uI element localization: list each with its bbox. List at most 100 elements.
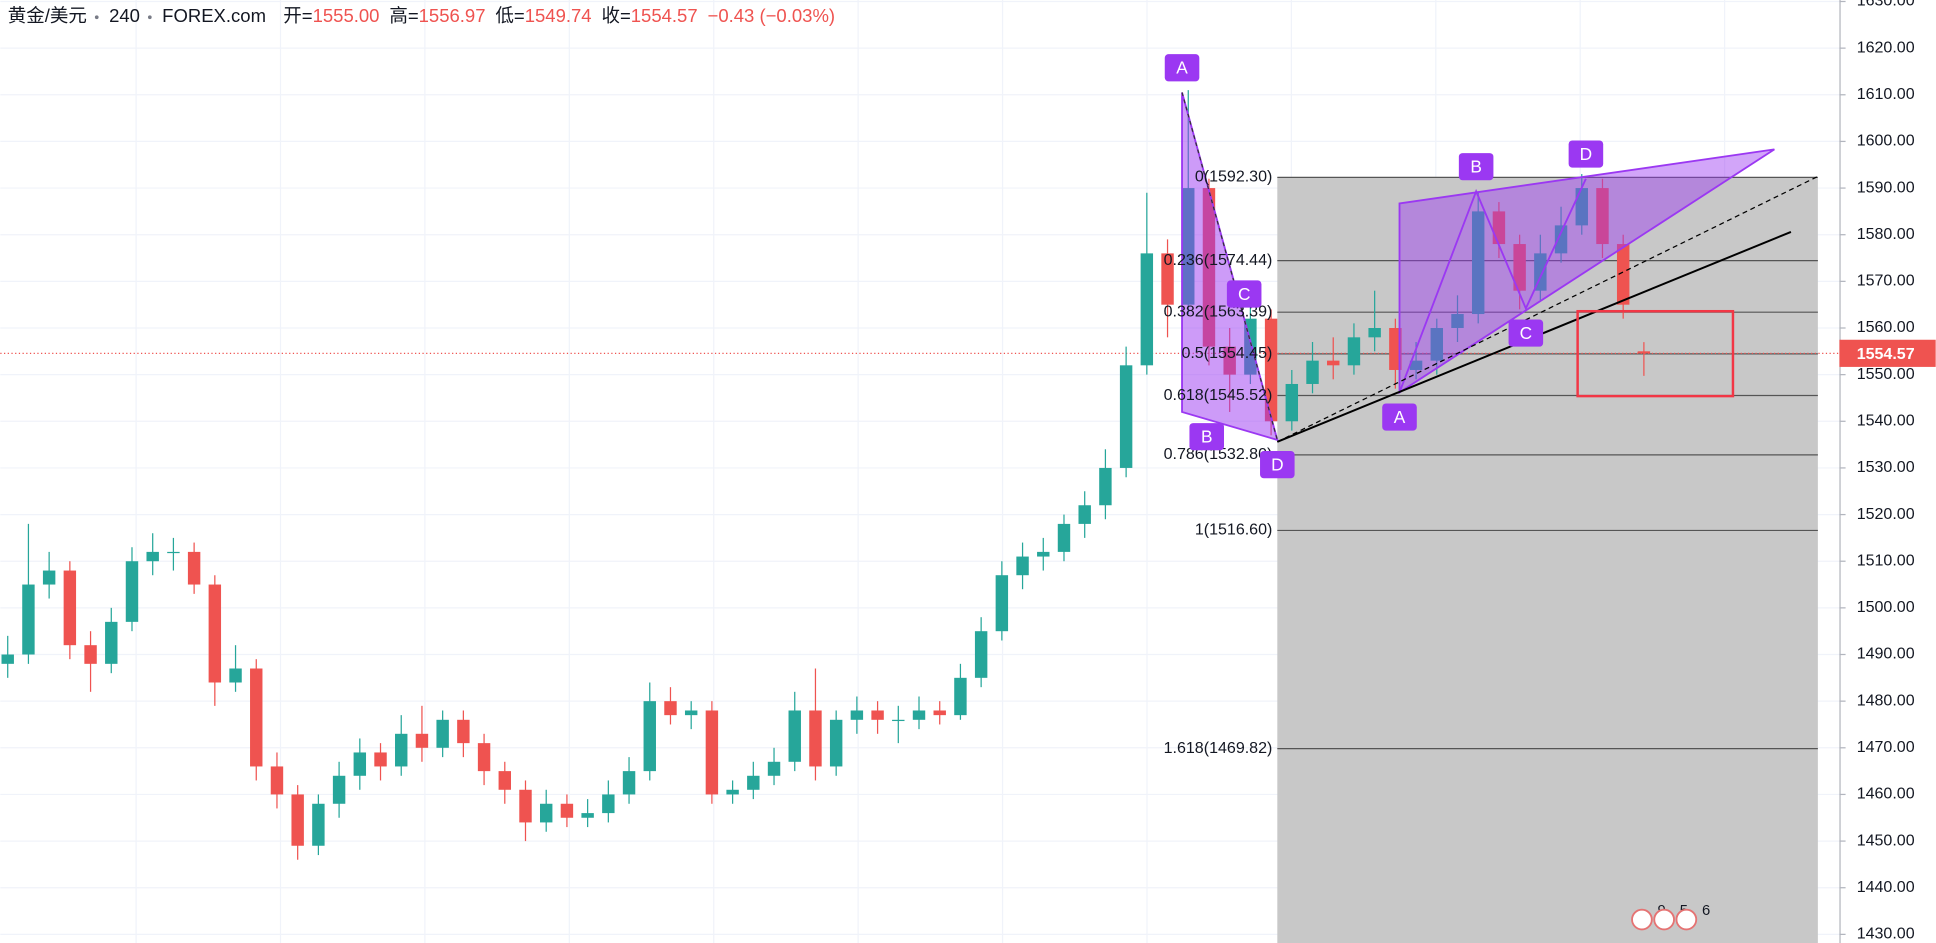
pattern-label: C	[1238, 284, 1250, 304]
candle-body	[1451, 314, 1464, 328]
candle-body	[519, 789, 532, 823]
candle-body	[1554, 225, 1568, 254]
y-tick-label: 1630.00	[1857, 0, 1915, 10]
candle-body	[1430, 328, 1444, 361]
trend-dashed	[1277, 175, 1819, 443]
candle-body	[1368, 328, 1381, 338]
candle-body	[167, 551, 180, 554]
pattern-label: D	[1580, 144, 1592, 164]
y-tick-label: 1440.00	[1857, 878, 1915, 896]
header-text: −0.43 (−0.03%)	[708, 5, 836, 26]
y-tick-label: 1610.00	[1857, 85, 1915, 103]
candle-body	[892, 719, 905, 722]
candle-body	[1471, 211, 1485, 315]
candle-body	[664, 701, 677, 716]
candle-body	[1057, 523, 1071, 552]
y-tick-label: 1540.00	[1857, 412, 1915, 430]
last-price-tag	[1839, 339, 1936, 367]
fib-label: 0(1592.30)	[1195, 168, 1273, 186]
header-text: FOREX.com	[162, 5, 266, 26]
pattern-label-box	[1568, 140, 1604, 168]
candle-body	[208, 584, 222, 683]
fib-label: 0.5(1554.45)	[1181, 344, 1272, 362]
candle-body	[871, 710, 884, 720]
y-tick-label: 1470.00	[1857, 738, 1915, 756]
pattern-label: A	[1176, 58, 1188, 78]
y-tick-label: 1570.00	[1857, 272, 1915, 290]
header-text: 高=	[389, 5, 418, 26]
candle-body	[1389, 328, 1402, 370]
y-tick-label: 1580.00	[1857, 225, 1915, 243]
pattern-label: B	[1201, 426, 1213, 446]
y-tick-label: 1590.00	[1857, 178, 1915, 196]
y-tick-label: 1530.00	[1857, 458, 1915, 476]
candle-body	[1327, 360, 1340, 366]
candle-body	[1637, 351, 1651, 354]
candle-body	[1513, 244, 1526, 291]
pattern-label-box	[1382, 403, 1417, 431]
pattern-label-box	[1189, 423, 1225, 451]
header-text: 240	[109, 5, 140, 26]
candle-body	[705, 710, 719, 795]
candle-body	[1, 654, 14, 664]
header-text: 1554.57	[631, 5, 698, 26]
candle-body	[1409, 360, 1423, 370]
candle-body	[22, 584, 35, 655]
pattern-triangle	[1398, 148, 1775, 395]
last-price-label: 1554.57	[1857, 345, 1915, 363]
candle-body	[1140, 253, 1154, 366]
pattern-label: D	[1271, 454, 1283, 474]
pattern-label: C	[1520, 323, 1532, 343]
y-tick-label: 1620.00	[1857, 38, 1915, 56]
y-tick-label: 1480.00	[1857, 691, 1915, 709]
fib-label: 0.618(1545.52)	[1164, 386, 1273, 404]
pattern-label: B	[1470, 156, 1482, 176]
fib-label: 0.236(1574.44)	[1164, 251, 1273, 269]
candle-body	[250, 668, 263, 767]
candle-body	[726, 789, 739, 795]
candle-body	[63, 570, 77, 646]
candle-body	[312, 803, 325, 846]
candle-body	[1306, 360, 1319, 384]
y-tick-label: 1450.00	[1857, 831, 1915, 849]
header-text: 1549.74	[525, 5, 592, 26]
candle-body	[995, 575, 1009, 632]
candle-body	[146, 551, 159, 562]
event-badge	[1675, 908, 1698, 931]
candle-body	[291, 794, 304, 846]
header-text: 1555.00	[313, 5, 380, 26]
candle-body	[767, 761, 781, 776]
candle-body	[270, 766, 284, 795]
candle-body	[809, 710, 822, 767]
header-text: 低=	[495, 5, 524, 26]
y-tick-label: 1510.00	[1857, 551, 1915, 569]
candle-body	[1016, 556, 1029, 576]
candle-body	[974, 631, 988, 678]
pattern-label: A	[1394, 407, 1406, 427]
candle-body	[457, 719, 470, 744]
fib-zone	[1277, 177, 1818, 943]
candle-body	[1596, 188, 1609, 245]
candle-body	[332, 775, 346, 804]
candle-body	[643, 701, 656, 772]
y-tick-label: 1490.00	[1857, 645, 1915, 663]
candle-body	[1347, 337, 1361, 366]
y-tick-label: 1460.00	[1857, 785, 1915, 803]
candle-body	[1078, 505, 1091, 524]
candle-body	[1285, 383, 1299, 422]
pattern-label-box	[1226, 280, 1262, 308]
y-tick-label: 1430.00	[1857, 925, 1915, 943]
candle-body	[1099, 467, 1112, 506]
y-tick-label: 1500.00	[1857, 598, 1915, 616]
fib-label: 1(1516.60)	[1195, 521, 1273, 539]
candle-body	[560, 803, 574, 818]
candle-body	[788, 710, 801, 762]
candle-body	[1037, 551, 1050, 557]
candle-body	[1264, 318, 1278, 422]
header-text: 1556.97	[419, 5, 486, 26]
candle-body	[42, 570, 56, 585]
y-tick-label: 1600.00	[1857, 132, 1915, 150]
pattern-label-box	[1458, 153, 1494, 181]
